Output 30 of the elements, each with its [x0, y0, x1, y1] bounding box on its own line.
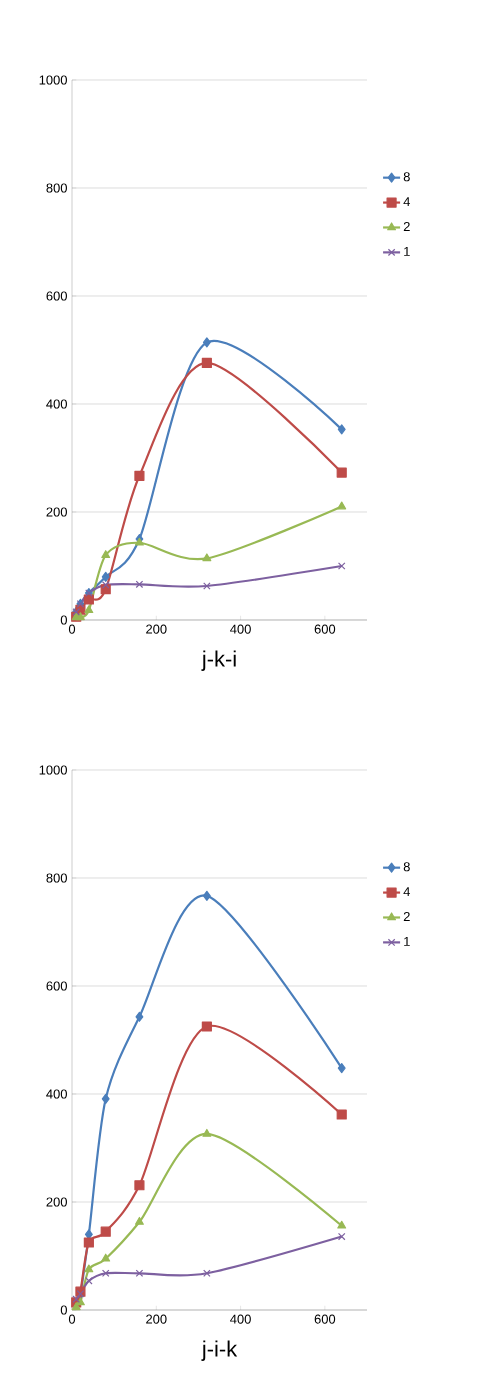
legend-label: 4: [403, 887, 411, 897]
y-tick-label: 400: [46, 1089, 67, 1099]
legend-label: 8: [403, 172, 410, 182]
legend-label: 1: [404, 246, 410, 256]
y-tick-label: 1000: [39, 765, 67, 775]
legend-label: 2: [403, 221, 410, 232]
x-tick-label: 400: [230, 1314, 251, 1324]
x-axis-title: j-i-k: [201, 1340, 238, 1361]
legend-label: 2: [403, 911, 410, 922]
y-tick-label: 0: [60, 615, 67, 625]
x-axis-title: j-k-i: [201, 650, 236, 671]
legend-label: 4: [403, 197, 411, 207]
legend-label: 8: [403, 862, 410, 872]
x-tick-label: 0: [68, 624, 76, 634]
y-tick-label: 200: [46, 507, 67, 517]
y-tick-label: 200: [46, 1197, 67, 1207]
y-tick-label: 800: [46, 873, 67, 883]
x-tick-label: 0: [68, 1314, 76, 1324]
y-tick-label: 800: [46, 183, 67, 193]
x-tick-label: 400: [230, 624, 251, 634]
x-tick-label: 200: [146, 624, 167, 634]
legend-label: 1: [404, 936, 410, 946]
x-tick-label: 200: [146, 1314, 167, 1324]
x-tick-label: 600: [314, 624, 336, 634]
y-tick-label: 600: [46, 291, 67, 301]
x-tick-label: 600: [314, 1314, 336, 1324]
y-tick-label: 400: [46, 399, 67, 409]
y-tick-label: 600: [46, 981, 67, 991]
y-tick-label: 0: [60, 1305, 67, 1315]
y-tick-label: 1000: [39, 75, 67, 85]
